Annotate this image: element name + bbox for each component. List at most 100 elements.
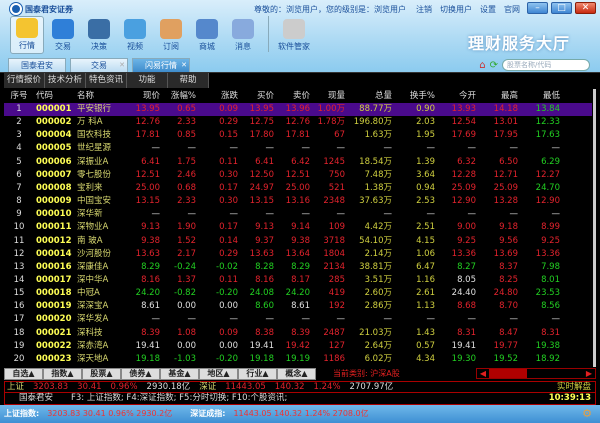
cell-总量: — [383,143,393,154]
toolbar-5[interactable]: 商城 [190,16,224,54]
category-tab-2[interactable]: 股票▲ [82,368,121,380]
website-link[interactable]: 官网 [504,5,520,14]
scroll-thumb[interactable] [489,369,527,378]
cell-总量: 1.38万 [364,182,392,193]
toolbar-icon-1-icon [52,19,74,39]
search-input[interactable]: 股票名称/代码 [502,59,590,71]
slogan: 理财服务大厅 [467,34,570,53]
category-tab-4[interactable]: 基金▲ [160,368,199,380]
category-tab-3[interactable]: 债券▲ [121,368,160,380]
column-header[interactable]: 涨幅% [170,91,196,101]
cell-涨幅%: 0.68 [177,182,196,193]
cell-今开: — [467,209,477,220]
scroll-left-icon[interactable]: ◀ [477,369,489,378]
maximize-button[interactable]: □ [551,2,572,14]
toolbar-0[interactable]: 行情 [10,16,44,54]
cell-代码: 000016 [36,261,72,272]
horizontal-scrollbar[interactable]: ◀ ▶ [476,368,596,379]
toolbar-7[interactable]: 软件管家 [277,16,311,54]
table-row[interactable]: 19 000022 深赤湾A 19.41 0.00 0.00 19.41 19.42 127 2.… [4,340,592,353]
table-row[interactable]: 8 000009 中国宝安 13.15 2.33 0.30 13.15 13.16 2348 37… [4,195,592,208]
toolbar-6[interactable]: 消息 [226,16,260,54]
home-icon[interactable]: ⌂ [479,59,486,71]
toolbar-3[interactable]: 视频 [118,16,152,54]
column-header[interactable]: 总量 [374,91,392,101]
category-tab-7[interactable]: 概念▲ [277,368,316,380]
table-row[interactable]: 13 000016 深康佳A 8.29 -0.24 -0.02 8.28 8.29 2134 38… [4,261,592,274]
cell-现价: 13.63 [135,248,160,259]
minimize-button[interactable]: – [527,2,548,14]
tab-1[interactable]: 交易 ✕ [70,58,128,72]
table-row[interactable]: 12 000014 沙河股份 13.63 2.17 0.29 13.63 13.64 1804 2… [4,248,592,261]
cell-换手%: 3.64 [416,169,435,180]
category-tab-5[interactable]: 地区▲ [199,368,238,380]
table-row[interactable]: 15 000018 中冠A 24.20 -0.82 -0.20 24.08 24.20 419 2… [4,287,592,300]
cell-现价: 24.20 [135,288,160,299]
table-row[interactable]: 7 000008 宝利来 25.00 0.68 0.17 24.97 25.00 521 1.38… [4,182,592,195]
menu-item-1[interactable]: 技术分析 [45,73,86,88]
column-header[interactable]: 名称 [77,91,95,101]
table-row[interactable]: 1 000001 平安银行 13.95 0.65 0.09 13.95 13.96 1.00万 8… [4,103,592,116]
toolbar-2[interactable]: 决策 [82,16,116,54]
refresh-icon[interactable]: ⟳ [489,59,498,71]
table-row[interactable]: 14 000017 深中华A 8.16 1.37 0.11 8.16 8.17 285 3.51万… [4,274,592,287]
column-header[interactable]: 卖价 [292,91,310,101]
logout-link[interactable]: 注销 [416,5,432,14]
column-header[interactable]: 最高 [500,91,518,101]
column-header[interactable]: 换手% [409,91,435,101]
table-row[interactable]: 10 000011 深物业A 9.13 1.90 0.17 9.13 9.14 109 4.42万… [4,221,592,234]
table-row[interactable]: 3 000004 国农科技 17.81 0.85 0.15 17.80 17.81 67 1.63… [4,129,592,142]
close-tab-icon[interactable]: ✕ [181,61,187,69]
menu-item-3[interactable]: 功能 [127,73,168,88]
menu-item-2[interactable]: 特色资讯 [86,73,127,88]
table-row[interactable]: 2 000002 万 科A 12.76 2.33 0.29 12.75 12.76 1.78万 1… [4,116,592,129]
settings-link[interactable]: 设置 [480,5,496,14]
category-tab-1[interactable]: 指数▲ [43,368,82,380]
column-header[interactable]: 今开 [458,91,476,101]
tab-0[interactable]: 国泰君安 [8,58,66,72]
clock: 10:39:13 [548,393,591,403]
cell-现价: 6.41 [141,156,160,167]
menu-item-0[interactable]: 行情报价 [4,73,45,88]
toolbar-label: 订阅 [163,42,179,51]
scroll-right-icon[interactable]: ▶ [583,369,595,378]
cell-买价: — [265,314,275,325]
table-row[interactable]: 18 000021 深科技 8.39 1.08 0.09 8.38 8.39 2487 21.03… [4,327,592,340]
vertical-scrollbar[interactable] [593,89,596,367]
column-header[interactable]: 涨跌 [220,91,238,101]
cell-现价: — [151,143,161,154]
table-row[interactable]: 11 000012 南 玻A 9.38 1.52 0.14 9.37 9.38 3718 54.1… [4,235,592,248]
cell-涨跌: 0.11 [219,274,238,285]
cell-现价: 17.81 [135,130,160,141]
column-header[interactable]: 序号 [10,91,28,101]
toolbar-1[interactable]: 交易 [46,16,80,54]
cell-最高: 6.50 [499,156,518,167]
tab-2[interactable]: 闪易行情 ✕ [132,58,190,72]
table-row[interactable]: 16 000019 深深宝A 8.61 0.00 0.00 8.60 8.61 192 2.86万… [4,300,592,313]
column-header[interactable]: 买价 [256,91,274,101]
table-row[interactable]: 20 000023 深天地A 19.18 -1.03 -0.20 19.18 19.19 118… [4,353,592,366]
cell-现价: 13.15 [135,196,160,207]
cell-现量: 1245 [323,156,345,167]
menu-item-4[interactable]: 帮助 [168,73,209,88]
service-icon[interactable]: ⚙ [582,407,592,420]
realtime-commentary[interactable]: 实时解盘 [556,382,591,392]
toolbar-4[interactable]: 订阅 [154,16,188,54]
table-row[interactable]: 9 000010 深华新 — — — — — — — — — — — [4,208,592,221]
cell-总量: 7.48万 [364,169,392,180]
column-header[interactable]: 最低 [542,91,560,101]
table-row[interactable]: 4 000005 世纪星源 — — — — — — — — — — — [4,142,592,155]
switch-user-link[interactable]: 切换用户 [440,5,472,14]
table-row[interactable]: 5 000006 深振业A 6.41 1.75 0.11 6.41 6.42 1245 18.54… [4,156,592,169]
column-header[interactable]: 代码 [36,91,54,101]
close-tab-icon[interactable]: ✕ [119,61,125,69]
column-header[interactable]: 现量 [327,91,345,101]
category-tab-6[interactable]: 行业▲ [238,368,277,380]
close-button[interactable]: ✕ [575,2,596,14]
column-header[interactable]: 现价 [142,91,160,101]
footer-sz-values: 11443.05 140.32 1.24% 2708.0亿 [233,409,369,418]
category-tab-0[interactable]: 自选▲ [4,368,43,380]
table-row[interactable]: 6 000007 零七股份 12.51 2.46 0.30 12.50 12.51 750 7.4… [4,169,592,182]
table-row[interactable]: 17 000020 深华发A — — — — — — — — — — — [4,313,592,326]
cell-总量: 3.51万 [364,274,392,285]
